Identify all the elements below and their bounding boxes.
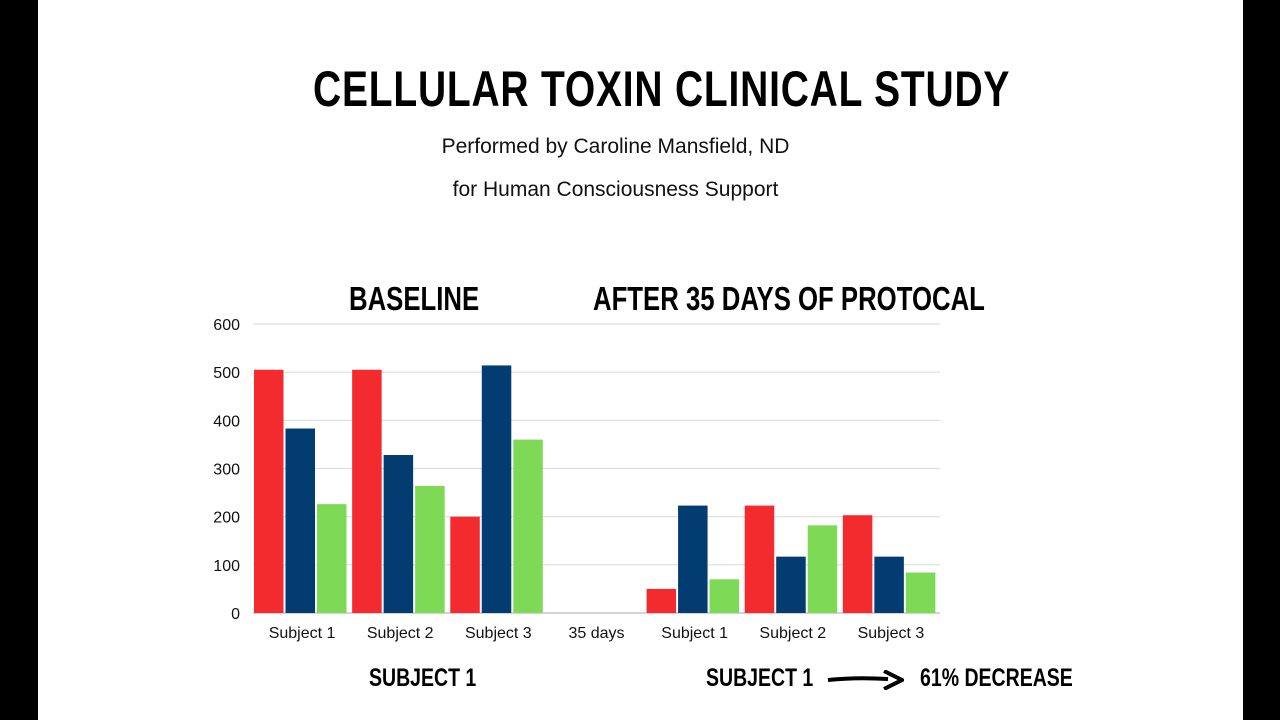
footer-subject-right: SUBJECT 1	[706, 664, 814, 692]
x-tick-label: Subject 2	[759, 625, 826, 642]
bar-series-navy	[383, 455, 414, 613]
bar-series-red	[842, 515, 873, 613]
bar-series-red	[254, 369, 284, 613]
subtitle-org: for Human Consciousness Support	[452, 178, 779, 201]
bar-series-red	[352, 369, 382, 613]
section-baseline: BASELINE	[349, 280, 480, 317]
x-tick-label: Subject 1	[661, 625, 728, 642]
x-tick-label: 35 days	[568, 625, 624, 642]
bar-series-navy	[285, 428, 315, 613]
bar-series-green	[513, 439, 543, 613]
bar-series-red	[646, 588, 677, 613]
arrow-right-icon	[827, 670, 904, 690]
bar-series-green	[905, 572, 936, 613]
bar-series-navy	[776, 556, 806, 613]
bar-series-red	[450, 516, 480, 613]
section-after: AFTER 35 DAYS OF PROTOCAL	[593, 280, 985, 317]
bar-series-red	[744, 505, 775, 613]
x-tick-label: Subject 2	[367, 625, 434, 642]
subtitle-author: Performed by Caroline Mansfield, ND	[441, 135, 790, 158]
bar-chart: 0 100 200 300 400 500 600 Subject 1 Subject 2 Sub…	[213, 317, 940, 642]
y-tick-label: 300	[213, 462, 240, 479]
footer-subject-left: SUBJECT 1	[369, 664, 477, 692]
bar-series-green	[709, 579, 740, 613]
x-tick-label: Subject 3	[465, 625, 532, 642]
y-tick-label: 100	[213, 558, 240, 575]
y-tick-label: 500	[213, 365, 240, 382]
bar-series-navy	[874, 556, 904, 613]
bar-series-navy	[481, 365, 512, 613]
chart-title: CELLULAR TOXIN CLINICAL STUDY	[313, 61, 1011, 117]
y-tick-label: 0	[231, 606, 240, 623]
bar-series-green	[807, 525, 838, 613]
bar-series-green	[415, 485, 445, 613]
footer-result: 61% DECREASE	[920, 664, 1073, 692]
y-tick-label: 200	[213, 510, 240, 527]
x-tick-label: Subject 1	[269, 625, 336, 642]
bar-series-navy	[678, 505, 708, 613]
page: CELLULAR TOXIN CLINICAL STUDY Performed …	[38, 0, 1243, 720]
y-tick-label: 600	[213, 317, 240, 334]
x-tick-label: Subject 3	[858, 625, 925, 642]
y-tick-label: 400	[213, 413, 240, 430]
bar-series-green	[317, 504, 347, 613]
